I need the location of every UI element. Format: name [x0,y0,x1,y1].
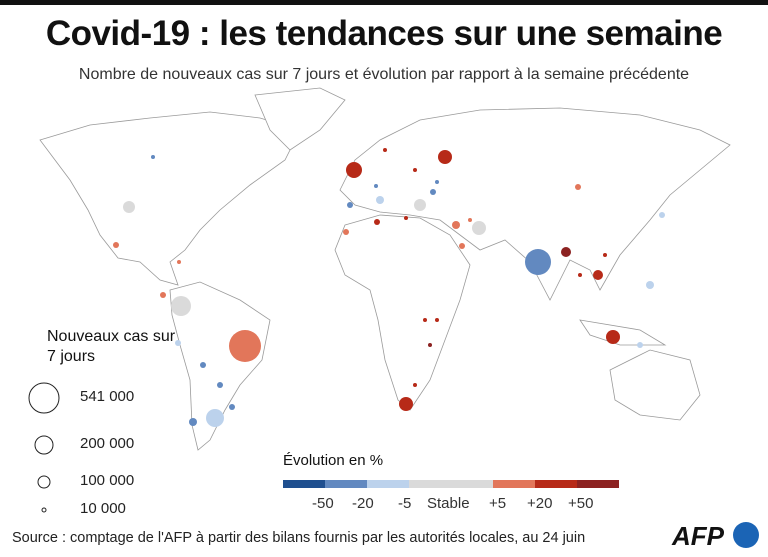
legend-circle-200000 [34,435,54,455]
evo-label: +50 [568,495,594,512]
legend-circle-541000 [28,382,60,414]
scale-segment [367,480,409,488]
country-bubble [525,249,551,275]
country-bubble [229,330,261,362]
country-bubble [659,212,665,218]
size-label: 10 000 [80,500,126,517]
country-bubble [637,342,643,348]
country-bubble [603,253,607,257]
subtitle: Nombre de nouveaux cas sur 7 jours et év… [78,66,690,83]
country-bubble [206,409,224,427]
country-bubble [646,281,654,289]
size-label: 100 000 [80,472,135,489]
scale-segment [493,480,535,488]
country-bubble [189,418,197,426]
country-bubble [435,318,439,322]
afp-logo: AFP [672,521,724,551]
country-bubble [399,397,413,411]
country-bubble [347,202,353,208]
country-bubble [113,242,119,248]
country-bubble [383,148,387,152]
greenland [254,87,346,151]
country-bubble [413,168,417,172]
case-bubbles [113,148,665,427]
size-legend-circles [28,382,60,513]
scale-segment [451,480,493,488]
country-bubble [175,340,181,346]
country-bubble [413,383,417,387]
scale-segment [325,480,367,488]
source-note: Source : comptage de l'AFP à partir des … [12,530,586,546]
australia [609,349,701,421]
afp-logo-dot [733,522,759,548]
country-bubble [343,229,349,235]
country-bubble [468,218,472,222]
country-bubble [575,184,581,190]
scale-segment [283,480,325,488]
size-legend-title: Nouveaux cas sur 7 jours [47,328,176,365]
scale-segment [577,480,619,488]
country-bubble [151,155,155,159]
country-bubble [459,243,465,249]
evo-label: -5 [398,495,412,512]
country-bubble [561,247,571,257]
country-bubble [177,260,181,264]
country-bubble [428,343,432,347]
size-label: 541 000 [80,388,135,405]
country-bubble [229,404,235,410]
evo-label: -20 [352,495,374,512]
country-bubble [200,362,206,368]
evolution-color-scale [283,480,619,488]
country-bubble [606,330,620,344]
evo-label: +20 [527,495,553,512]
evo-label: Stable [427,495,470,512]
legend-circle-10000 [41,507,47,513]
country-bubble [578,273,582,277]
evo-label: -50 [312,495,334,512]
country-bubble [438,150,452,164]
country-bubble [217,382,223,388]
europe-asia [339,107,731,301]
country-bubble [472,221,486,235]
page-title: Covid-19 : les tendances sur une semaine [45,14,723,53]
country-bubble [346,162,362,178]
country-bubble [171,296,191,316]
country-bubble [404,216,408,220]
country-bubble [430,189,436,195]
indonesia [579,319,667,346]
country-bubble [376,196,384,204]
country-bubble [423,318,427,322]
land [39,87,731,451]
scale-segment [409,480,451,488]
top-rule [0,0,768,5]
legend-circle-100000 [37,475,51,489]
evo-label: +5 [489,495,507,512]
scale-segment [535,480,577,488]
africa [334,214,471,411]
country-bubble [414,199,426,211]
north-america [39,111,301,286]
country-bubble [374,184,378,188]
country-bubble [123,201,135,213]
country-bubble [374,219,380,225]
country-bubble [452,221,460,229]
country-bubble [593,270,603,280]
size-label: 200 000 [80,435,135,452]
country-bubble [435,180,439,184]
country-bubble [160,292,166,298]
evolution-legend-title: Évolution en % [283,452,384,469]
